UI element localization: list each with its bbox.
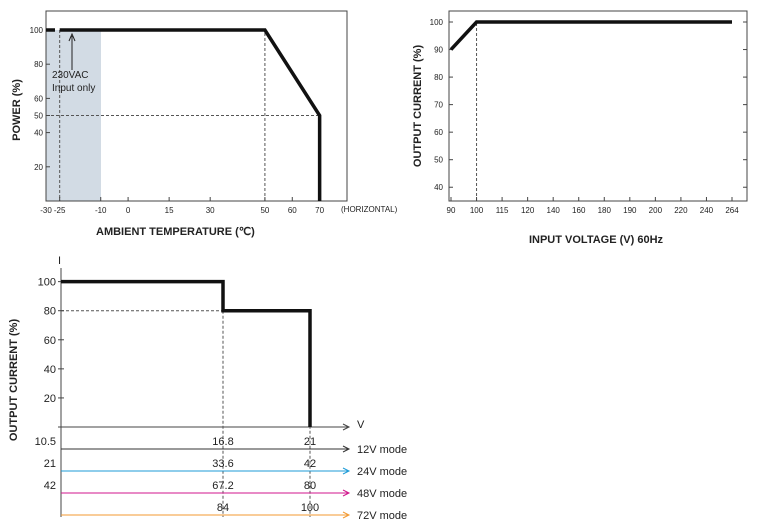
plot-frame <box>448 10 748 202</box>
mode-arrow-icon <box>342 467 351 475</box>
x-tick-label: 220 <box>674 206 688 215</box>
y-tick-label: 80 <box>44 306 56 318</box>
plot-frame <box>45 10 348 202</box>
x-tick-label: 50 <box>260 206 269 215</box>
series-line <box>449 20 732 51</box>
mode-arrow-icon <box>342 445 351 453</box>
x-tick-label: 264 <box>725 206 739 215</box>
y-tick-label: 100 <box>30 26 44 35</box>
x-tick-label: 160 <box>572 206 586 215</box>
y-axis-label: OUTPUT CURRENT (%) <box>8 319 20 442</box>
x-tick-label: 90 <box>447 206 456 215</box>
x-tick-label: 30 <box>206 206 215 215</box>
y-tick-label: 40 <box>434 183 443 192</box>
mode-end-label: 42 <box>304 458 316 470</box>
x-tick-label: 180 <box>598 206 612 215</box>
mode-arrow-icon <box>342 489 351 497</box>
x-axis-label: AMBIENT TEMPERATURE (℃) <box>96 226 255 238</box>
input-voltage-chart: 40 50 60 70 80 90 100 90 100 115 120 140 160 180 190 2… <box>412 10 748 246</box>
x-tick-label: -10 <box>95 206 107 215</box>
x-note: (HORIZONTAL) <box>341 205 398 214</box>
mode-start-label: 10.5 <box>35 436 56 448</box>
y-tick-label: 40 <box>44 364 56 376</box>
y-axis-label: OUTPUT CURRENT (%) <box>412 45 424 168</box>
mode-name-label: 72V mode <box>357 510 407 522</box>
y-tick-label: 60 <box>44 335 56 347</box>
x-tick-label: -30 <box>40 206 52 215</box>
mode-mid-label: 33.6 <box>212 458 233 470</box>
y-tick-label: 80 <box>434 73 443 82</box>
x-tick-label: 15 <box>165 206 174 215</box>
series-line <box>61 279 312 427</box>
x-axis-arrow-icon <box>342 423 351 431</box>
x-axis-label: INPUT VOLTAGE (V) 60Hz <box>529 234 664 246</box>
mode-chart: V I 20 40 60 80 100 10.5 16.8 21 12V mode 21 33.6… <box>8 255 407 522</box>
x-tick-label: 190 <box>623 206 637 215</box>
y-tick-label: 20 <box>44 393 56 405</box>
x-tick-label: 240 <box>700 206 714 215</box>
x-tick-label: 0 <box>126 206 131 215</box>
mode-name-label: 48V mode <box>357 488 407 500</box>
x-tick-label: 120 <box>521 206 535 215</box>
series-line <box>59 28 322 201</box>
annotation-arrow-icon <box>68 32 76 42</box>
mode-end-label: 80 <box>304 480 316 492</box>
x-tick-label: 100 <box>470 206 484 215</box>
shaded-label-line-2: Input only <box>52 83 95 94</box>
y-tick-label: 60 <box>34 94 43 103</box>
mode-start-label: 42 <box>44 480 56 492</box>
mode-end-label: 21 <box>304 436 316 448</box>
y-tick-label: 50 <box>34 112 43 121</box>
y-tick-label: 100 <box>430 18 444 27</box>
y-tick-label: 40 <box>34 129 43 138</box>
x-tick-label: 115 <box>496 206 509 215</box>
derating-chart: 20 40 50 60 80 100 -30 -25 -10 0 15 30 50 60 70 230VA… <box>11 10 398 238</box>
mode-start-label: 21 <box>44 458 56 470</box>
y-tick-label: 80 <box>34 60 43 69</box>
mode-mid-label: 16.8 <box>212 436 233 448</box>
x-tick-label: 60 <box>288 206 297 215</box>
y-tick-label: 50 <box>434 156 443 165</box>
mode-name-label: 24V mode <box>357 466 407 478</box>
mode-mid-label: 84 <box>217 502 229 514</box>
y-axis-label: POWER (%) <box>11 79 23 141</box>
x-tick-label: 140 <box>547 206 561 215</box>
y-tick-label: 90 <box>434 46 443 55</box>
mode-mid-label: 67.2 <box>212 480 233 492</box>
mode-name-label: 12V mode <box>357 444 407 456</box>
x-tick-label: -25 <box>54 206 66 215</box>
y-tick-label: 100 <box>38 277 56 289</box>
y-axis-symbol: I <box>58 255 61 267</box>
x-tick-label: 200 <box>649 206 663 215</box>
mode-end-label: 100 <box>301 502 319 514</box>
mode-arrow-icon <box>342 511 351 519</box>
shaded-label-line-1: 230VAC <box>52 70 89 81</box>
x-tick-label: 70 <box>315 206 324 215</box>
y-tick-label: 70 <box>434 101 443 110</box>
x-axis-label: V <box>357 419 365 431</box>
y-tick-label: 20 <box>34 163 43 172</box>
y-tick-label: 60 <box>434 128 443 137</box>
